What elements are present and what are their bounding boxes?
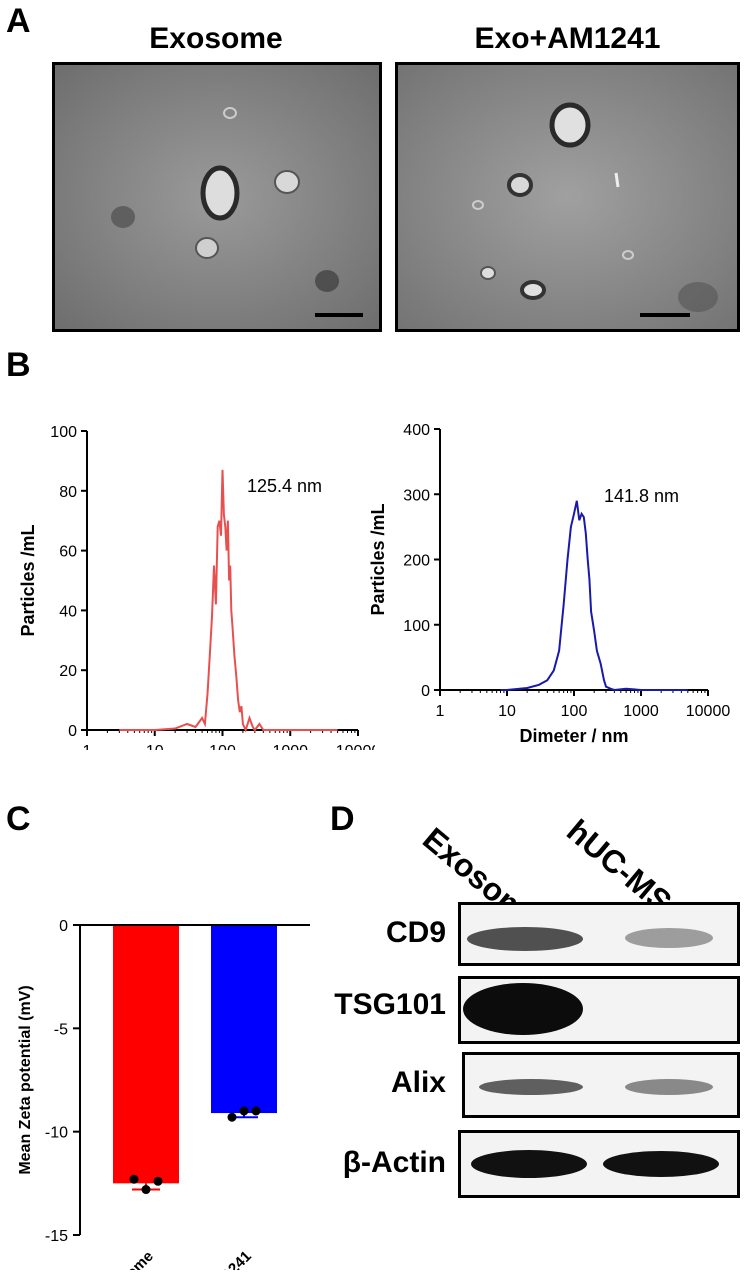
- x-tick-label: 1000: [272, 743, 308, 750]
- y-axis-label: Mean Zeta potential (mV): [17, 985, 34, 1174]
- y-tick-label: 100: [403, 618, 430, 635]
- y-tick-label: 0: [59, 918, 68, 935]
- tem-image-exo-am1241: [395, 62, 740, 332]
- x-tick-label: 1: [83, 743, 92, 750]
- y-axis-label: Particles /mL: [368, 503, 388, 615]
- x-tick-label: 10000: [686, 703, 731, 720]
- tem-title-exo-am1241: Exo+AM1241: [474, 22, 661, 55]
- x-tick-label: 10: [498, 703, 516, 720]
- data-point: [153, 1176, 163, 1186]
- y-tick-label: 200: [403, 553, 430, 570]
- y-tick-label: 40: [59, 603, 77, 620]
- x-tick-label: 10000: [336, 743, 375, 750]
- panel-label-b: B: [6, 346, 31, 384]
- y-tick-label: 20: [59, 663, 77, 680]
- x-tick-label: 100: [209, 743, 236, 750]
- y-tick-label: 80: [59, 484, 77, 501]
- data-point: [251, 1106, 261, 1116]
- y-tick-label: 300: [403, 487, 430, 504]
- bar: [211, 925, 277, 1114]
- row-label-cd9: CD9: [385, 916, 446, 949]
- zeta-potential-bar-chart: Exosome Exo+AM1241 0 -5 -10 -15 Mean Zeta pote…: [17, 918, 310, 1270]
- y-tick-label: 0: [68, 723, 77, 740]
- tem-image-exosome: [52, 62, 382, 332]
- panel-label-c: C: [6, 800, 31, 838]
- x-tick-label: Exo+AM1241: [177, 1248, 255, 1270]
- peak-annotation: 141.8 nm: [604, 486, 679, 506]
- series-line: [119, 469, 338, 733]
- panel-label-d: D: [330, 800, 355, 838]
- data-point: [239, 1106, 249, 1116]
- bar: [113, 925, 179, 1184]
- y-tick-label: 100: [50, 424, 77, 441]
- panel-label-a: A: [6, 2, 31, 40]
- blot-cd9: [458, 902, 740, 966]
- tem-title-exosome: Exosome: [149, 22, 283, 55]
- y-tick-label: 400: [403, 422, 430, 439]
- size-distribution-chart-exo-am1241: 1 10 100 1000 10000 0 100 200 300 400 Dimeter / nm…: [368, 422, 731, 746]
- y-tick-label: -10: [45, 1125, 68, 1142]
- blot-tsg101: [458, 976, 740, 1044]
- series-line: [500, 500, 688, 692]
- row-label-beta-actin: β-Actin: [342, 1146, 446, 1179]
- x-tick-label: Exosome: [98, 1248, 157, 1270]
- data-point: [129, 1174, 139, 1184]
- y-tick-label: -5: [54, 1021, 68, 1038]
- peak-annotation: 125.4 nm: [247, 476, 322, 496]
- x-tick-label: 1: [436, 703, 445, 720]
- x-tick-label: 10: [146, 743, 164, 750]
- row-label-tsg101: TSG101: [334, 988, 446, 1021]
- y-tick-label: 60: [59, 544, 77, 561]
- data-point: [227, 1112, 237, 1122]
- size-distribution-chart-exosome: 110100100010000020406080100Dimeter / nmP…: [18, 424, 375, 750]
- x-tick-label: 100: [561, 703, 588, 720]
- data-point: [141, 1185, 151, 1195]
- x-axis-label: Dimeter / nm: [519, 726, 628, 746]
- y-tick-label: -15: [45, 1228, 68, 1245]
- y-tick-label: 0: [421, 683, 430, 700]
- blot-beta-actin: [458, 1130, 740, 1198]
- y-axis-label: Particles /mL: [18, 524, 38, 636]
- blot-alix: [462, 1052, 740, 1118]
- x-tick-label: 1000: [623, 703, 659, 720]
- row-label-alix: Alix: [390, 1066, 446, 1099]
